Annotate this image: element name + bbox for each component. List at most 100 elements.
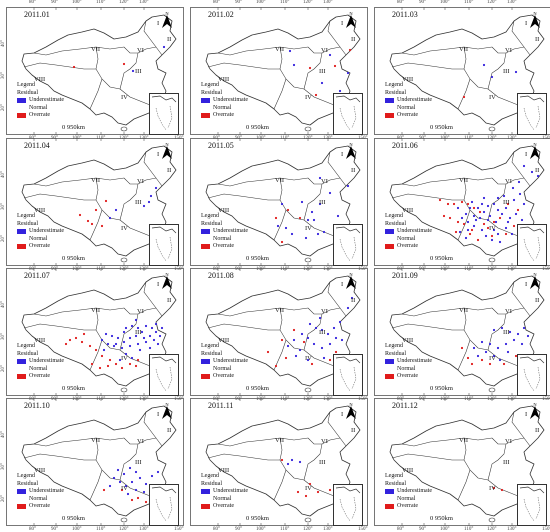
legend-swatch: [385, 497, 394, 502]
island-outline: [489, 258, 495, 262]
underestimate-point: [299, 461, 301, 463]
underestimate-point: [123, 473, 125, 475]
overrate-point: [471, 229, 473, 231]
longitude-label: 120°: [303, 0, 313, 5]
north-arrow-icon: N: [160, 11, 174, 29]
underestimate-point: [161, 327, 163, 329]
overrate-point: [463, 223, 465, 225]
region-label: VI: [505, 308, 512, 315]
underestimate-point: [469, 207, 471, 209]
underestimate-point: [477, 355, 479, 357]
underestimate-point: [305, 237, 307, 239]
underestimate-point: [103, 349, 105, 351]
overrate-point: [334, 65, 336, 67]
svg-text:N: N: [533, 11, 537, 16]
underestimate-point: [475, 219, 477, 221]
island-outline: [121, 258, 127, 262]
legend-label: Normal: [29, 366, 47, 374]
overrate-point: [489, 363, 491, 365]
longitude-label: 100°: [72, 0, 82, 5]
underestimate-point: [465, 237, 467, 239]
legend-label: Overrate: [397, 503, 418, 511]
legend-swatch: [17, 374, 26, 379]
underestimate-point: [521, 219, 523, 221]
island-outline: [121, 127, 127, 131]
region-label: III: [503, 68, 510, 75]
overrate-point: [123, 63, 125, 65]
underestimate-point: [151, 327, 153, 329]
north-arrow-icon: N: [528, 142, 542, 160]
inset-map: [333, 224, 363, 266]
scale-bar: 0 950km: [246, 255, 269, 262]
overrate-point: [329, 359, 331, 361]
underestimate-point: [519, 193, 521, 195]
legend-swatch: [201, 237, 210, 242]
legend-swatch: [201, 113, 210, 118]
region-label: VII: [459, 307, 468, 314]
legend-swatch: [201, 374, 210, 379]
underestimate-point: [515, 213, 517, 215]
inset-map: [333, 354, 363, 396]
latitude-label: 40°: [1, 431, 6, 438]
legend-item: Underestimate: [385, 97, 432, 105]
longitude-label: 110°: [464, 0, 473, 5]
overrate-point: [453, 203, 455, 205]
underestimate-point: [459, 231, 461, 233]
legend-label: Overrate: [213, 503, 234, 511]
legend-swatch: [17, 98, 26, 103]
panel-title: 2011.10: [24, 401, 50, 410]
legend-label: Normal: [397, 105, 415, 113]
underestimate-point: [129, 345, 131, 347]
underestimate-point: [293, 64, 295, 66]
legend-swatch: [17, 113, 26, 118]
underestimate-point: [119, 481, 121, 483]
longitude-label: 130°: [323, 527, 333, 532]
legend-swatch: [385, 113, 394, 118]
underestimate-point: [143, 491, 145, 493]
legend-swatch: [17, 497, 26, 502]
latitude-label: 20°: [1, 235, 6, 242]
overrate-point: [481, 359, 483, 361]
island-outline: [489, 127, 495, 131]
latitude-label: 30°: [1, 203, 6, 210]
latitude-label: 20°: [1, 365, 6, 372]
legend-label: Underestimate: [29, 358, 64, 366]
overrate-point: [65, 343, 67, 345]
legend-swatch: [385, 489, 394, 494]
legend-item: Underestimate: [17, 488, 64, 496]
legend-subtitle: Residual: [201, 481, 248, 489]
region-label: I: [341, 281, 343, 288]
legend-swatch: [201, 359, 210, 364]
underestimate-point: [518, 181, 520, 183]
legend-label: Normal: [213, 236, 231, 244]
underestimate-point: [321, 347, 323, 349]
underestimate-point: [143, 205, 145, 207]
svg-text:N: N: [533, 272, 537, 277]
underestimate-point: [467, 229, 469, 231]
island-outline: [121, 518, 127, 522]
overrate-point: [281, 241, 283, 243]
svg-text:N: N: [533, 142, 537, 147]
overrate-point: [99, 367, 101, 369]
legend-subtitle: Residual: [17, 90, 64, 98]
underestimate-point: [309, 323, 311, 325]
underestimate-point: [107, 343, 109, 345]
legend-item: Underestimate: [17, 97, 64, 105]
region-label: I: [341, 151, 343, 158]
legend-label: Overrate: [397, 373, 418, 381]
north-arrow-icon: N: [344, 272, 358, 290]
underestimate-point: [307, 219, 309, 221]
legend-item: Normal: [385, 236, 432, 244]
latitude-label: 20°: [1, 104, 6, 111]
inset-map: [517, 354, 547, 396]
underestimate-point: [339, 90, 341, 92]
underestimate-point: [347, 185, 349, 187]
inset-map: [149, 93, 179, 135]
region-label: II: [351, 36, 355, 43]
underestimate-point: [295, 355, 297, 357]
legend-swatch: [385, 367, 394, 372]
